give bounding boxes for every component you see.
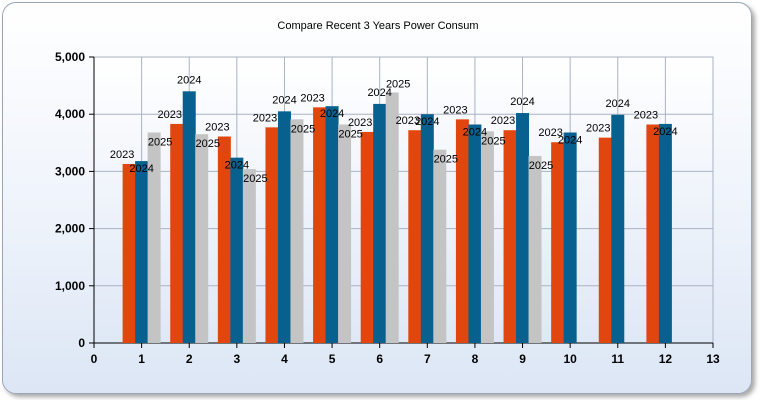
- x-tick-label: 5: [329, 352, 336, 366]
- bar-2025-3: [242, 169, 256, 343]
- bar-2024-3: [230, 157, 244, 343]
- data-label-2024-2: 2024: [177, 74, 201, 86]
- bar-2023-11: [598, 137, 612, 343]
- bar-2025-9: [528, 155, 542, 343]
- data-label-2025-6: 2025: [386, 78, 410, 90]
- data-label-2023-11: 2023: [586, 123, 610, 135]
- bar-2024-12: [658, 123, 672, 343]
- bar-2025-5: [338, 124, 352, 343]
- bar-2024-5: [325, 106, 339, 343]
- bar-2024-11: [611, 114, 625, 343]
- y-tick-label: 4,000: [55, 107, 85, 121]
- data-label-2023-4: 2023: [253, 112, 277, 124]
- bar-2023-10: [551, 142, 565, 343]
- data-label-2024-6: 2024: [367, 87, 391, 99]
- bar-2024-2: [182, 91, 196, 343]
- x-tick-label: 8: [472, 352, 479, 366]
- data-labels-layer: 2023 2023 2023 2023 2023 2023 2023 2023 2023 2023…: [110, 74, 678, 185]
- y-tick-label: 2,000: [55, 222, 85, 236]
- data-label-2023-6: 2023: [348, 117, 372, 129]
- data-label-2025-9: 2025: [529, 160, 553, 172]
- data-label-2025-8: 2025: [481, 135, 505, 147]
- bar-2024-1: [135, 161, 149, 343]
- x-tick-label: 9: [519, 352, 526, 366]
- x-tick-label: 4: [281, 352, 288, 366]
- bar-2023-9: [503, 130, 517, 343]
- data-label-2024-12: 2024: [653, 126, 677, 138]
- bar-2023-1: [122, 163, 136, 343]
- bar-2023-5: [313, 107, 327, 343]
- data-label-2024-11: 2024: [606, 98, 630, 110]
- data-label-2023-10: 2023: [538, 127, 562, 139]
- bar-2023-4: [265, 127, 279, 343]
- bar-2025-7: [433, 149, 447, 343]
- bar-2025-4: [290, 119, 304, 344]
- bar-2023-2: [170, 123, 184, 343]
- bar-2023-12: [646, 124, 660, 343]
- bar-2025-8: [480, 131, 494, 343]
- bar-2024-10: [563, 132, 577, 343]
- data-label-2024-4: 2024: [272, 94, 296, 106]
- bar-2024-9: [516, 113, 530, 343]
- data-label-2024-10: 2024: [558, 135, 582, 147]
- data-label-2023-8: 2023: [443, 104, 467, 116]
- data-label-2025-4: 2025: [291, 123, 315, 135]
- x-tick-label: 3: [234, 352, 241, 366]
- data-label-2024-3: 2024: [225, 160, 249, 172]
- bar-2024-8: [468, 124, 482, 343]
- x-tick-label: 1: [138, 352, 145, 366]
- bar-2023-8: [455, 119, 469, 344]
- x-tick-label: 13: [706, 352, 720, 366]
- x-tick-label: 7: [424, 352, 431, 366]
- data-label-2024-8: 2024: [463, 126, 487, 138]
- bar-2025-2: [195, 134, 209, 343]
- y-tick-label: 5,000: [55, 50, 85, 64]
- data-label-2023-9: 2023: [491, 115, 515, 127]
- x-tick-label: 2: [186, 352, 193, 366]
- data-label-2024-5: 2024: [320, 108, 344, 120]
- x-tick-label: 10: [563, 352, 577, 366]
- x-tick-label: 6: [376, 352, 383, 366]
- x-tick-label: 11: [611, 352, 624, 366]
- bar-2025-6: [385, 92, 399, 344]
- y-tick-label: 3,000: [55, 164, 85, 178]
- bar-2023-3: [217, 136, 231, 343]
- data-label-2024-7: 2024: [415, 116, 439, 128]
- data-label-2025-1: 2025: [148, 137, 172, 149]
- data-label-2024-1: 2024: [129, 163, 153, 175]
- x-tick-label: 12: [659, 352, 673, 366]
- data-label-2023-5: 2023: [300, 92, 324, 104]
- y-tick-label: 1,000: [55, 279, 85, 293]
- data-label-2025-7: 2025: [434, 154, 458, 166]
- data-label-2023-7: 2023: [396, 115, 420, 127]
- data-label-2023-1: 2023: [110, 149, 134, 161]
- chart-title: Compare Recent 3 Years Power Consum: [277, 20, 478, 32]
- data-label-2024-9: 2024: [510, 96, 534, 108]
- data-label-2025-2: 2025: [195, 138, 219, 150]
- data-label-2025-5: 2025: [338, 128, 362, 140]
- bar-2023-6: [360, 131, 374, 343]
- bar-2024-6: [373, 103, 387, 344]
- bar-2025-1: [147, 132, 161, 343]
- y-tick-label: 0: [78, 336, 85, 350]
- x-tick-label: 0: [91, 352, 98, 366]
- bar-2024-7: [420, 114, 434, 343]
- data-label-2023-12: 2023: [634, 109, 658, 121]
- bar-2023-7: [408, 130, 422, 343]
- data-label-2023-2: 2023: [157, 109, 181, 121]
- data-label-2025-3: 2025: [243, 173, 267, 185]
- data-label-2023-3: 2023: [205, 122, 229, 134]
- bar-2024-4: [277, 111, 291, 343]
- bars-layer: [122, 91, 672, 344]
